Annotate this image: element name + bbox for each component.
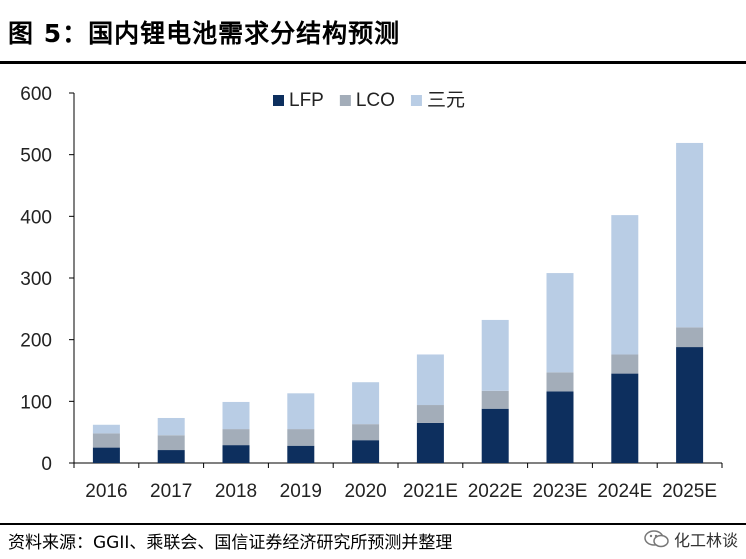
bar-segment-三元	[546, 273, 574, 373]
bar-segment-三元	[611, 215, 639, 355]
bar-segment-LFP	[611, 373, 639, 463]
legend-label-三元: 三元	[427, 90, 465, 111]
bar-segment-三元	[481, 319, 509, 391]
bar-segment-三元	[352, 382, 380, 425]
bar-segment-三元	[287, 393, 315, 430]
bar-segment-LCO	[546, 372, 574, 392]
legend-swatch-三元	[410, 95, 422, 106]
legend-swatch-LCO	[339, 95, 351, 106]
watermark: 化工林谈	[644, 527, 738, 551]
bar-segment-LCO	[611, 354, 639, 374]
bar-segment-LFP	[287, 445, 315, 463]
watermark-text: 化工林谈	[673, 531, 738, 550]
bar-segment-LCO	[222, 429, 250, 446]
x-tick-label: 2024E	[597, 481, 652, 502]
bar-segment-LCO	[676, 327, 704, 348]
y-tick-label: 100	[20, 392, 52, 413]
bar-segment-LFP	[157, 450, 185, 463]
bar-segment-LFP	[481, 408, 509, 463]
bar-segment-三元	[92, 424, 120, 434]
source-rule	[0, 523, 746, 525]
bar-segment-LFP	[352, 440, 380, 463]
x-tick-label: 2019	[280, 481, 322, 502]
bar-segment-LCO	[92, 433, 120, 448]
legend-swatch-LFP	[273, 95, 284, 106]
bar-segment-三元	[157, 417, 185, 436]
wechat-icon	[644, 530, 669, 548]
bar-segment-LFP	[546, 391, 574, 463]
bar-segment-LCO	[157, 435, 185, 451]
x-tick-label: 2025E	[662, 481, 717, 502]
y-tick-label: 500	[20, 146, 52, 167]
x-tick-label: 2017	[150, 481, 192, 502]
bar-segment-LCO	[352, 424, 380, 441]
y-tick-label: 0	[41, 454, 52, 475]
source-note: 资料来源：GGII、乘联会、国信证券经济研究所预测并整理	[8, 533, 453, 553]
x-tick-label: 2018	[215, 481, 257, 502]
x-tick-label: 2023E	[533, 481, 588, 502]
x-tick-label: 2016	[85, 481, 127, 502]
bar-segment-LFP	[92, 447, 120, 463]
bar-segment-LFP	[676, 347, 704, 463]
title-rule	[0, 61, 746, 64]
bar-segment-LFP	[416, 422, 444, 463]
y-tick-label: 600	[20, 84, 52, 105]
bar-segment-LCO	[287, 429, 315, 446]
y-tick-label: 300	[20, 269, 52, 290]
bar-segment-LFP	[222, 445, 250, 463]
bar-segment-LCO	[416, 405, 444, 423]
x-tick-label: 2020	[344, 481, 386, 502]
bar-segment-三元	[416, 354, 444, 406]
y-tick-label: 400	[20, 207, 52, 228]
legend-label-LFP: LFP	[289, 90, 324, 111]
stacked-bar-chart: 0 100 200 300 400 500 600 2016 2017 2018 2019 2020 2…	[20, 84, 723, 502]
x-tick-label: 2022E	[468, 481, 523, 502]
bar-segment-LCO	[481, 390, 509, 409]
y-tick-label: 200	[20, 331, 52, 352]
figure-title: 图 5：国内锂电池需求分结构预测	[8, 19, 401, 48]
bar-segment-三元	[222, 401, 250, 430]
x-tick-label: 2021E	[403, 481, 458, 502]
legend-label-LCO: LCO	[356, 90, 395, 111]
bar-segment-三元	[676, 142, 704, 328]
